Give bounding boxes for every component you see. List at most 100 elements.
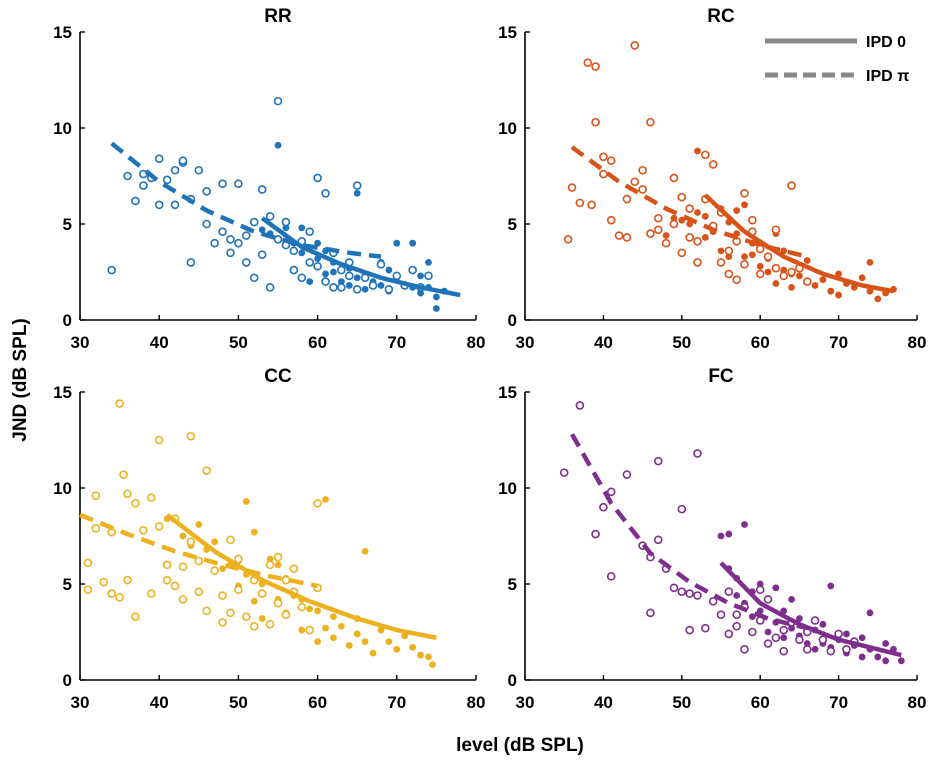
- x-tick-label: 30: [516, 333, 535, 352]
- panel-title: CC: [264, 366, 292, 387]
- data-point-ipdpi: [810, 616, 820, 625]
- x-tick-label: 80: [467, 693, 486, 712]
- data-point-ipd0: [219, 565, 226, 573]
- data-point-ipdpi: [154, 200, 164, 210]
- data-point-ipdpi: [599, 152, 608, 162]
- data-point-ipdpi: [321, 188, 330, 198]
- data-point-ipdpi: [83, 558, 93, 568]
- data-point-ipd0: [385, 266, 393, 274]
- data-point-ipdpi: [583, 58, 593, 68]
- y-tick-label: 5: [63, 215, 72, 234]
- data-point-ipdpi: [638, 165, 647, 175]
- panel-title: RR: [264, 6, 292, 27]
- data-point-ipd0: [827, 582, 835, 590]
- data-point-ipd0: [353, 189, 361, 197]
- data-point-ipd0: [725, 530, 733, 538]
- data-point-ipdpi: [289, 246, 299, 256]
- data-point-ipdpi: [107, 589, 116, 598]
- data-point-ipd0: [796, 615, 803, 622]
- data-point-ipdpi: [249, 273, 259, 283]
- data-point-ipdpi: [289, 265, 299, 275]
- x-tick-label: 60: [308, 333, 327, 352]
- data-point-ipdpi: [170, 581, 180, 591]
- data-point-ipdpi: [146, 589, 156, 598]
- data-point-ipd0: [274, 141, 282, 149]
- data-point-ipdpi: [289, 564, 299, 573]
- data-point-ipd0: [361, 638, 369, 645]
- data-point-ipdpi: [771, 633, 781, 643]
- data-point-ipd0: [819, 620, 827, 628]
- data-point-ipd0: [361, 285, 369, 293]
- data-point-ipdpi: [337, 283, 346, 292]
- data-point-ipd0: [330, 613, 337, 621]
- x-tick-label: 40: [150, 333, 169, 352]
- data-point-ipdpi: [202, 187, 212, 196]
- data-point-ipd0: [827, 287, 835, 295]
- data-point-ipdpi: [162, 560, 172, 570]
- y-tick-label: 15: [498, 383, 517, 402]
- data-point-ipdpi: [716, 258, 726, 267]
- data-point-ipd0: [741, 201, 748, 209]
- data-point-ipdpi: [771, 225, 781, 235]
- data-point-ipd0: [733, 207, 741, 214]
- data-point-ipd0: [858, 274, 866, 282]
- x-tick-label: 30: [516, 693, 535, 712]
- data-point-ipd0: [385, 638, 393, 645]
- data-point-ipdpi: [178, 562, 188, 572]
- data-point-ipdpi: [693, 258, 702, 267]
- data-point-ipdpi: [273, 96, 283, 106]
- data-point-ipdpi: [740, 260, 749, 269]
- data-point-ipdpi: [202, 606, 212, 616]
- x-tick-label: 70: [829, 693, 848, 712]
- data-point-ipd0: [780, 634, 788, 642]
- data-point-ipd0: [409, 643, 417, 651]
- data-point-ipdpi: [606, 156, 616, 165]
- data-point-ipdpi: [740, 188, 749, 198]
- panel-title: FC: [708, 366, 734, 387]
- data-point-ipdpi: [779, 646, 789, 656]
- data-point-ipdpi: [321, 277, 330, 286]
- data-point-ipdpi: [265, 212, 275, 221]
- data-point-ipdpi: [669, 583, 679, 593]
- data-point-ipd0: [670, 214, 678, 222]
- data-point-ipdpi: [724, 269, 734, 279]
- data-point-ipdpi: [170, 165, 180, 175]
- data-point-ipdpi: [771, 263, 781, 273]
- data-point-ipdpi: [622, 233, 632, 242]
- data-point-ipdpi: [123, 171, 132, 181]
- data-point-ipd0: [369, 649, 377, 657]
- data-point-ipdpi: [587, 200, 596, 210]
- data-point-ipdpi: [226, 608, 235, 618]
- data-point-ipdpi: [139, 525, 148, 535]
- data-point-ipdpi: [265, 560, 275, 570]
- data-point-ipd0: [858, 634, 866, 642]
- data-point-ipdpi: [154, 435, 164, 445]
- data-point-ipd0: [417, 651, 424, 659]
- data-point-ipdpi: [139, 181, 148, 190]
- data-point-ipdpi: [186, 258, 196, 267]
- x-tick-label: 50: [672, 693, 691, 712]
- data-point-ipdpi: [344, 271, 354, 281]
- data-point-ipdpi: [83, 585, 93, 595]
- data-point-ipd0: [866, 259, 874, 266]
- x-tick-label: 60: [751, 333, 770, 352]
- data-point-ipd0: [764, 628, 772, 636]
- data-point-ipdpi: [257, 185, 267, 194]
- data-point-ipdpi: [638, 185, 647, 194]
- data-point-ipd0: [772, 280, 780, 287]
- data-point-ipdpi: [724, 246, 734, 256]
- data-point-ipdpi: [131, 612, 140, 621]
- data-point-ipdpi: [202, 466, 212, 476]
- data-point-ipdpi: [591, 62, 600, 71]
- data-point-ipdpi: [337, 265, 346, 275]
- data-point-ipdpi: [242, 231, 251, 240]
- data-point-ipd0: [282, 224, 290, 232]
- data-point-ipd0: [377, 626, 385, 634]
- data-point-ipdpi: [194, 556, 204, 566]
- data-point-ipdpi: [99, 577, 109, 587]
- data-point-ipdpi: [567, 183, 577, 192]
- x-tick-label: 40: [594, 693, 613, 712]
- data-point-ipdpi: [218, 618, 227, 627]
- data-point-ipd0: [211, 538, 219, 546]
- data-point-ipd0: [393, 239, 401, 247]
